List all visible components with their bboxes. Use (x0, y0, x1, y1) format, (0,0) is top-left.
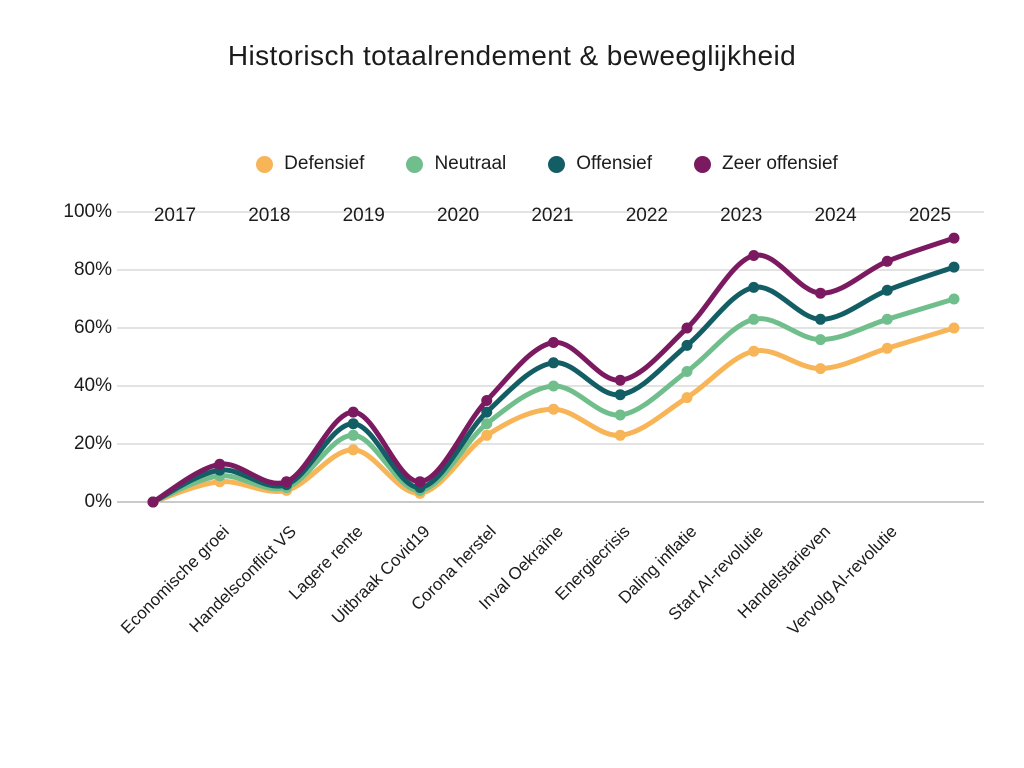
data-point-marker (881, 342, 893, 354)
data-point-marker (815, 313, 826, 325)
data-point-marker (147, 496, 159, 508)
data-point-marker (347, 444, 359, 456)
data-point-marker (548, 380, 559, 392)
data-point-marker (281, 476, 292, 488)
data-point-marker (748, 313, 760, 325)
year-label: 2017 (153, 205, 197, 226)
data-point-marker (815, 334, 826, 346)
data-point-marker (614, 409, 626, 421)
data-point-marker (948, 232, 960, 244)
data-point-marker (681, 322, 693, 334)
series-line-neutraal (150, 296, 957, 505)
data-point-marker (481, 418, 493, 430)
y-axis-tick-label: 60% (73, 317, 112, 338)
data-point-marker (548, 403, 559, 415)
year-label: 2019 (342, 205, 385, 226)
data-point-marker (614, 374, 626, 386)
legend-label: Defensief (284, 153, 365, 174)
legend-dot (548, 155, 566, 173)
legend-item-neutraal: Neutraal (406, 153, 506, 175)
y-axis-tick-label: 20% (73, 433, 112, 454)
data-point-marker (881, 284, 893, 296)
year-label: 2021 (531, 205, 574, 226)
series-line-zeer-offensief (150, 235, 957, 505)
data-point-marker (481, 429, 493, 441)
data-point-marker (748, 281, 760, 293)
data-point-marker (815, 287, 826, 299)
data-point-marker (948, 322, 960, 334)
y-axis-tick-label: 80% (73, 259, 112, 280)
data-point-marker (347, 429, 359, 441)
legend-item-offensief: Offensief (548, 153, 652, 175)
data-point-marker (347, 406, 359, 418)
y-axis-tick-label: 100% (63, 201, 112, 222)
data-point-marker (681, 366, 693, 377)
data-point-marker (548, 357, 559, 369)
year-label: 2022 (625, 205, 669, 226)
data-point-marker (748, 345, 760, 357)
data-point-marker (481, 406, 493, 418)
data-point-marker (481, 395, 493, 406)
legend-dot (256, 155, 274, 173)
data-point-marker (614, 389, 626, 401)
y-axis-tick-label: 40% (73, 375, 112, 396)
year-label: 2024 (814, 205, 857, 226)
data-point-marker (948, 261, 960, 273)
y-axis-tick-label: 0% (84, 491, 112, 512)
data-point-marker (214, 458, 226, 470)
data-point-marker (414, 476, 426, 488)
legend-label: Neutraal (434, 153, 507, 174)
data-point-marker (881, 313, 893, 325)
data-point-marker (548, 337, 559, 348)
data-point-marker (681, 339, 693, 351)
data-point-marker (681, 392, 693, 404)
x-axis-event-label-wrap: Vervolg AI-revolutie (0, 516, 901, 639)
legend-label: Zeer offensief (721, 153, 838, 174)
legend-dot (406, 155, 424, 173)
legend-item-defensief: Defensief (256, 153, 364, 175)
data-point-marker (948, 293, 960, 305)
legend-item-zeer-offensief: Zeer offensief (693, 153, 838, 175)
legend-dot (693, 155, 711, 173)
chart-title: Historisch totaalrendement & beweeglijkh… (227, 40, 797, 71)
legend-label: Offensief (576, 153, 652, 174)
year-label: 2018 (248, 205, 291, 226)
data-point-marker (815, 363, 826, 375)
series-line-defensief (150, 325, 957, 505)
legend: Defensief Neutraal Offensief Zeer offens… (70, 153, 1024, 175)
data-point-marker (347, 418, 359, 430)
data-point-marker (614, 429, 626, 441)
data-point-marker (748, 250, 760, 261)
year-label: 2023 (720, 205, 763, 226)
year-label: 2025 (908, 205, 952, 226)
year-label: 2020 (436, 205, 480, 226)
data-point-marker (881, 255, 893, 267)
